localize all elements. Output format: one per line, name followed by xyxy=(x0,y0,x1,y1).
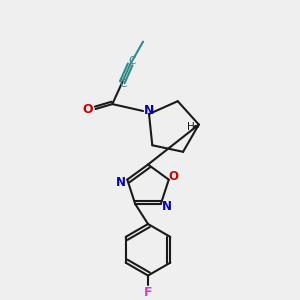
Text: N: N xyxy=(116,176,126,189)
Text: C: C xyxy=(120,79,127,89)
Text: N: N xyxy=(144,103,154,116)
Text: O: O xyxy=(82,103,93,116)
Text: F: F xyxy=(144,286,152,299)
Text: H: H xyxy=(187,122,195,131)
Text: O: O xyxy=(169,170,179,183)
Text: N: N xyxy=(162,200,172,214)
Text: C: C xyxy=(128,56,136,67)
